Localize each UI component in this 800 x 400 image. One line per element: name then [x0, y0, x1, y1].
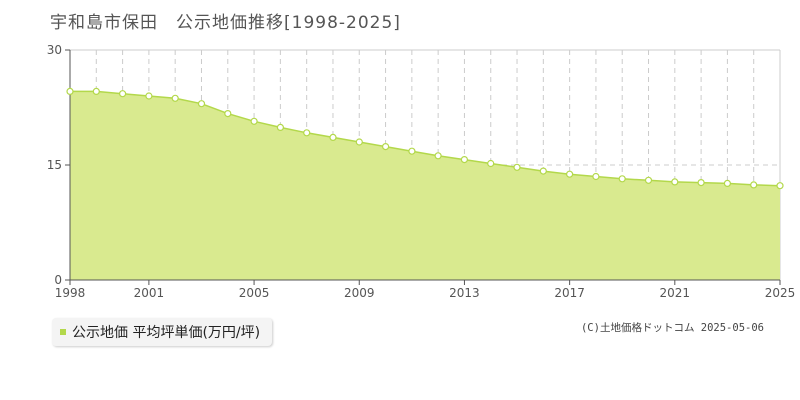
data-point — [303, 129, 311, 137]
data-point — [671, 178, 679, 186]
data-point — [250, 117, 258, 125]
data-point — [66, 87, 74, 96]
data-point — [592, 172, 600, 181]
credit-text: (C)土地価格ドットコム 2025-05-06 — [580, 322, 764, 334]
tick-labels: 0 15 30 1998 2001 2005 2009 2013 2017 2021 2025 — [47, 43, 796, 300]
series-area — [70, 91, 780, 281]
data-point — [750, 181, 758, 189]
data-point — [197, 100, 206, 108]
y-tick-label: 30 — [47, 43, 62, 57]
legend-swatch — [60, 329, 66, 335]
data-point — [460, 156, 468, 164]
data-point — [644, 176, 653, 184]
data-point — [355, 138, 363, 146]
data-point — [697, 179, 705, 187]
y-tick-label: 0 — [54, 273, 62, 287]
data-point — [434, 152, 442, 160]
data-point — [92, 87, 100, 96]
data-point — [276, 123, 284, 132]
x-tick-label: 2005 — [239, 286, 270, 300]
data-point — [565, 170, 574, 178]
data-point — [329, 133, 337, 141]
data-point — [171, 94, 179, 102]
legend: 公示地価 平均坪単価(万円/坪) — [52, 318, 273, 346]
legend-label: 公示地価 平均坪単価(万円/坪) — [72, 325, 261, 341]
data-point — [224, 109, 232, 118]
data-point — [618, 175, 626, 183]
series-line — [70, 90, 781, 187]
y-tick-label: 15 — [47, 158, 62, 172]
data-point — [723, 179, 732, 187]
data-point — [776, 182, 784, 190]
x-tick-label: 2013 — [449, 286, 480, 300]
x-tick-label: 2001 — [134, 286, 165, 300]
data-point — [487, 159, 495, 168]
x-tick-label: 1998 — [55, 286, 86, 300]
data-points — [66, 87, 784, 190]
data-point — [513, 163, 521, 171]
x-tick-label: 2025 — [765, 286, 796, 300]
x-tick-label: 2017 — [554, 286, 585, 300]
data-point — [539, 167, 547, 175]
data-point — [118, 90, 127, 98]
x-tick-label: 2009 — [344, 286, 375, 300]
data-point — [408, 147, 416, 155]
data-point — [145, 92, 153, 100]
chart-title: 宇和島市保田 公示地価推移[1998-2025] — [50, 13, 401, 33]
x-tick-label: 2021 — [660, 286, 691, 300]
data-point — [382, 143, 390, 151]
